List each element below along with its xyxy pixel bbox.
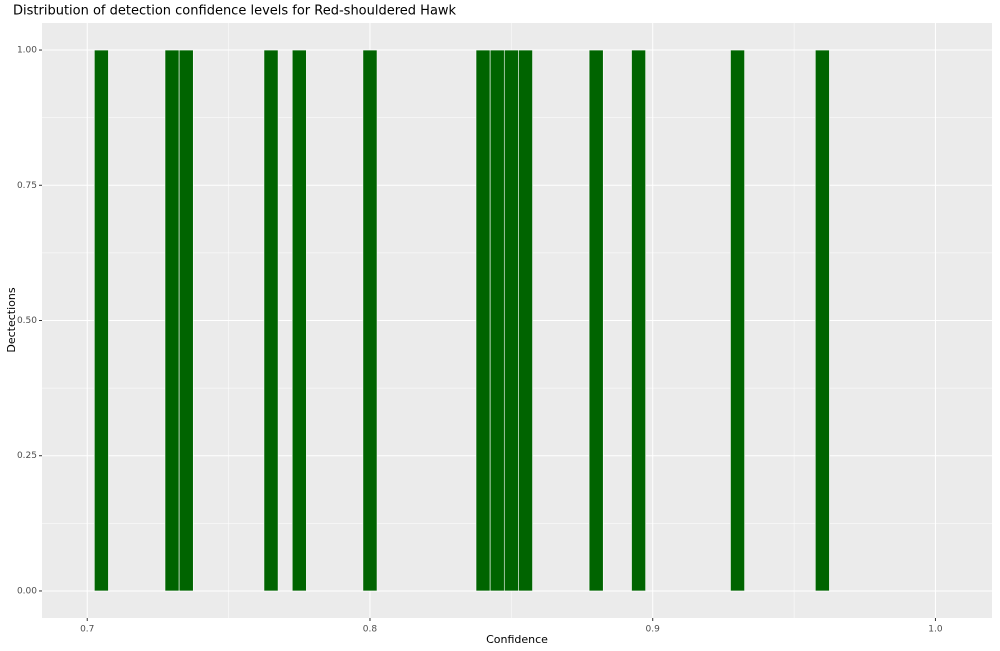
x-axis-label: Confidence [486, 633, 548, 646]
bar [489, 49, 505, 592]
bar [263, 49, 279, 592]
y-axis-label: Dectections [5, 287, 18, 352]
chart-title: Distribution of detection confidence lev… [13, 4, 457, 19]
y-tick-label: 1.00 [17, 46, 37, 56]
x-tick-label: 1.0 [928, 625, 943, 635]
x-tick-label: 0.7 [80, 625, 94, 635]
bar [178, 49, 194, 592]
bar [631, 49, 646, 592]
y-tick-label: 0.50 [17, 316, 37, 326]
y-tick-label: 0.00 [17, 586, 37, 596]
bar [503, 49, 519, 592]
x-tick-label: 0.9 [646, 625, 661, 635]
bar [730, 49, 745, 592]
x-tick-label: 0.8 [363, 625, 378, 635]
bar [475, 49, 491, 592]
y-tick-label: 0.75 [17, 181, 37, 191]
bar [814, 49, 830, 592]
bar [362, 49, 378, 592]
y-tick-label: 0.25 [17, 451, 37, 461]
bar [164, 49, 180, 592]
bar [94, 49, 109, 592]
bar [518, 49, 533, 592]
bar [588, 49, 604, 592]
bar [291, 49, 307, 592]
